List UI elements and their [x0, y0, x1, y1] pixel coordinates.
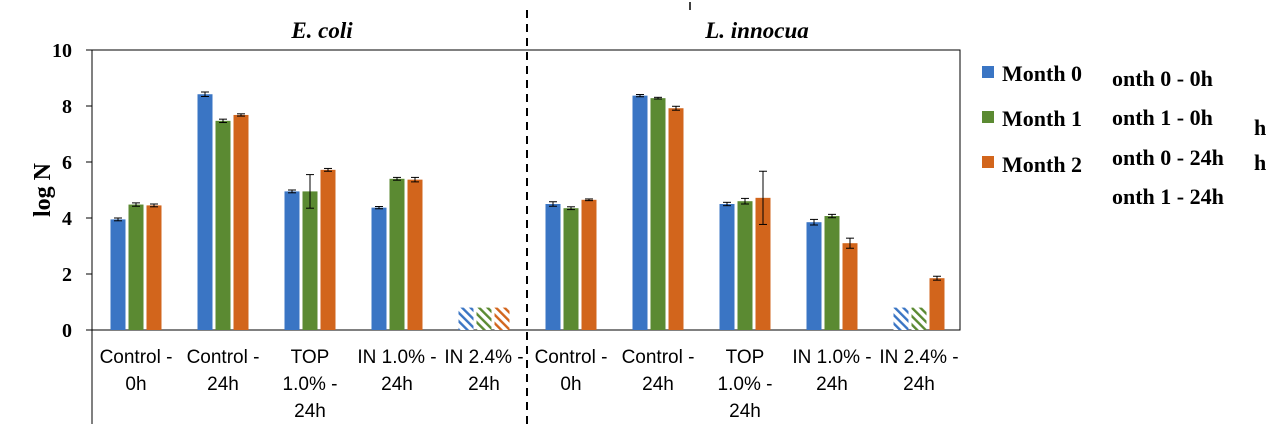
bar [302, 191, 318, 330]
y-tick-label: 4 [62, 208, 72, 230]
bar [320, 169, 336, 330]
legend-overflow-text-6: h [1254, 150, 1266, 175]
y-axis-label: log N [30, 162, 56, 217]
x-tick-label-line: Control - [100, 347, 173, 368]
bar [632, 95, 648, 330]
x-tick-label-line: 24h [642, 374, 674, 395]
x-tick-label-line: IN 2.4% - [444, 347, 523, 368]
x-tick-label: IN 2.4% - 24h [879, 347, 958, 395]
x-tick-label: IN 2.4% - 24h [444, 347, 523, 395]
bar [824, 216, 840, 330]
x-tick-label-line: 0h [560, 374, 581, 395]
x-tick-label: Control - 0h [535, 347, 608, 395]
bar [458, 307, 474, 330]
bar [581, 199, 597, 330]
panel-title: L. innocua [704, 18, 809, 43]
x-tick-label-line: 24h [816, 374, 848, 395]
panel-titles: E. coli L. innocua [290, 18, 808, 43]
bar [233, 114, 249, 331]
bar [842, 243, 858, 330]
bar [146, 205, 162, 330]
bar [563, 208, 579, 330]
x-tick-label: TOP 1.0% - 24h [718, 347, 773, 422]
bar [494, 307, 510, 330]
legend-label-month-0: Month 0 [1002, 61, 1082, 86]
bar [476, 307, 492, 330]
y-ticks: 0 2 4 6 8 10 [52, 40, 92, 342]
x-tick-label-line: 24h [468, 374, 500, 395]
y-tick-label: 8 [62, 96, 72, 118]
bar [737, 201, 753, 330]
legend-overflow-text-3: onth 0 - 24h [1112, 145, 1224, 170]
x-tick-label: Control - 0h [100, 347, 173, 395]
bar [389, 178, 405, 330]
y-tick-label: 2 [62, 264, 72, 286]
bars [110, 91, 945, 331]
x-tick-label-line: IN 1.0% - [792, 347, 871, 368]
x-tick-label: IN 1.0% - 24h [792, 347, 871, 395]
x-tick-label-line: 24h [207, 374, 239, 395]
x-tick-label-line: 24h [381, 374, 413, 395]
bar [284, 191, 300, 330]
legend-swatch-month-0 [982, 66, 994, 78]
x-tick-label-line: TOP [726, 347, 765, 368]
bar [806, 222, 822, 330]
x-tick-label-line: 24h [294, 401, 326, 422]
legend-overflow-text-4: onth 1 - 24h [1112, 184, 1224, 209]
x-tick-label-line: 1.0% - [283, 374, 338, 395]
bar [128, 204, 144, 330]
legend-overflow-text-2: onth 1 - 0h [1112, 105, 1213, 130]
x-tick-label-line: IN 2.4% - [879, 347, 958, 368]
y-tick-label: 6 [62, 152, 72, 174]
x-tick-label-line: TOP [291, 347, 330, 368]
bar [911, 307, 927, 330]
bar [668, 108, 684, 331]
legend-swatch-month-1 [982, 111, 994, 123]
x-tick-label-line: Control - [535, 347, 608, 368]
legend-overflow-text-5: h [1254, 115, 1266, 140]
bar [719, 204, 735, 330]
x-tick-label-line: 1.0% - [718, 374, 773, 395]
bar [110, 219, 126, 330]
bar [929, 278, 945, 330]
x-tick-label-line: IN 1.0% - [357, 347, 436, 368]
bar [650, 98, 666, 330]
x-tick-label-line: Control - [187, 347, 260, 368]
panel-title: E. coli [290, 18, 353, 43]
bar [545, 204, 561, 330]
x-tick-label: Control - 24h [187, 347, 260, 395]
legend-label-month-1: Month 1 [1002, 106, 1082, 131]
x-tick-label: IN 1.0% - 24h [357, 347, 436, 395]
bar [197, 94, 213, 331]
legend-label-month-2: Month 2 [1002, 152, 1082, 177]
legend-overflow-text-1: onth 0 - 0h [1112, 66, 1213, 91]
y-tick-label: 10 [52, 40, 72, 62]
x-tick-label-line: 24h [903, 374, 935, 395]
x-tick-label: Control - 24h [622, 347, 695, 395]
x-tick-label-line: 24h [729, 401, 761, 422]
x-tick-label: TOP 1.0% - 24h [283, 347, 338, 422]
bar [215, 120, 231, 330]
bar [407, 179, 423, 330]
bar [371, 207, 387, 330]
x-tick-label-line: 0h [125, 374, 146, 395]
legend: Month 0 Month 1 Month 2 onth 0 - 0h onth… [982, 61, 1266, 209]
x-tick-label-line: Control - [622, 347, 695, 368]
bar [893, 307, 909, 330]
legend-swatch-month-2 [982, 156, 994, 168]
bar [755, 197, 771, 330]
y-tick-label: 0 [62, 320, 72, 342]
